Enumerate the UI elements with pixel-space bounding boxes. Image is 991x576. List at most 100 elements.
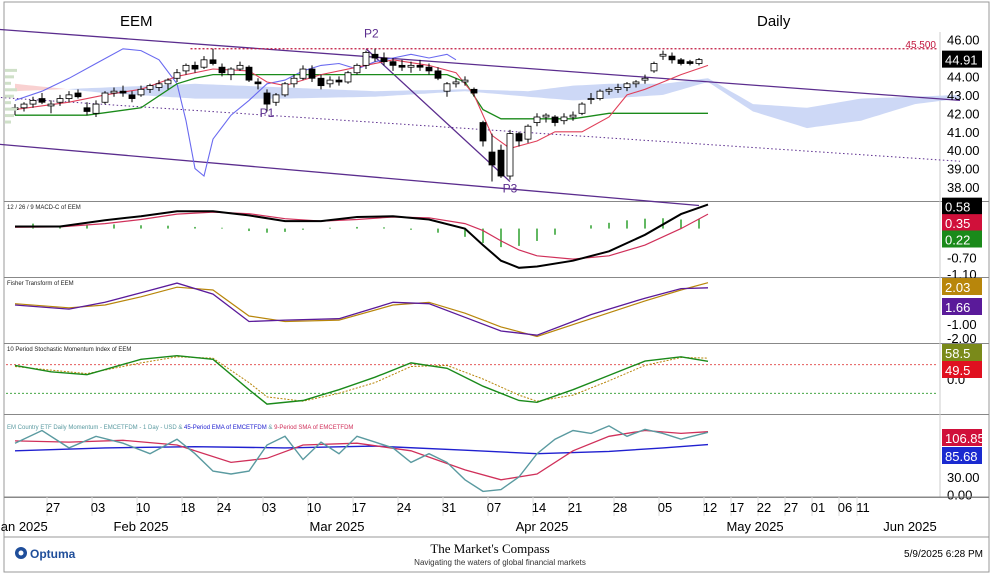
volume-profile-bar: [5, 120, 11, 124]
candle-body: [281, 83, 289, 96]
candle-body: [290, 77, 298, 85]
candle-body: [344, 72, 352, 83]
candle-body: [398, 64, 406, 68]
candle: [335, 76, 343, 86]
value-badge: [942, 447, 982, 464]
pane-title-part: &: [267, 425, 274, 431]
pane-title-part: 9-Period SMA of EMCETFDM: [274, 425, 353, 431]
x-day-label: 21: [568, 500, 582, 515]
volume-profile-bar: [5, 94, 14, 98]
candle: [569, 111, 577, 121]
candle-body: [542, 114, 550, 118]
candle: [533, 113, 541, 127]
candle-body: [461, 79, 469, 83]
candle-body: [650, 63, 658, 72]
candle-body: [29, 100, 37, 105]
x-axis: 27 03 10 18 24 03 10 17 24 31 07 14 21 28 05 12 17 22 27 01…: [0, 496, 989, 534]
candle: [200, 56, 208, 70]
candle-body: [470, 88, 478, 94]
footer: Optuma The Market's Compass Navigating t…: [15, 541, 983, 567]
x-day-label: 07: [487, 500, 501, 515]
candle-body: [434, 70, 442, 79]
value-badge: [942, 214, 982, 232]
pane-title: EM Country ETF Daily Momentum - EMCETFDM…: [7, 425, 353, 431]
timeframe-label: Daily: [757, 13, 791, 30]
candle: [281, 81, 289, 97]
candle-body: [227, 68, 235, 75]
fisher-trigger-line: [14, 282, 709, 338]
candle: [641, 74, 649, 84]
y-tick-label: 46.00: [947, 33, 980, 48]
candle-body: [641, 77, 649, 81]
y-tick-label: 43.00: [947, 88, 980, 103]
candle: [452, 78, 460, 88]
footer-title: The Market's Compass: [430, 541, 549, 556]
y-tick-label: 39.00: [947, 162, 980, 177]
x-day-label: 10: [136, 500, 150, 515]
candle: [65, 91, 73, 103]
y-tick-label: -2.00: [947, 331, 977, 346]
x-day-label: 11: [856, 500, 870, 515]
candle-body: [155, 83, 163, 88]
candle: [389, 57, 397, 71]
candle-body: [488, 151, 496, 166]
y-tick-label: 40.00: [947, 143, 980, 158]
candle: [38, 93, 46, 105]
x-day-label: 24: [217, 500, 231, 515]
x-day-label: 31: [442, 500, 456, 515]
x-day-label: 17: [730, 500, 744, 515]
candle: [164, 78, 172, 90]
chikou-line: [14, 48, 457, 177]
candle: [227, 67, 235, 81]
candle-body: [596, 90, 604, 99]
mid-trendline: [0, 96, 961, 162]
candle-body: [110, 90, 118, 94]
volume-profile-bar: [5, 68, 17, 72]
candle-body: [56, 98, 64, 103]
candle: [515, 131, 523, 147]
candle-body: [497, 149, 505, 177]
candle: [344, 70, 352, 84]
candle-body: [137, 88, 145, 96]
candle: [380, 52, 388, 66]
pane-title: 10 Period Stochastic Momentum Index of E…: [7, 347, 131, 353]
candle: [614, 83, 622, 94]
value-badge: [942, 50, 982, 68]
candle: [542, 113, 550, 123]
candle: [650, 61, 658, 73]
candle-body: [326, 79, 334, 85]
value-badge: [942, 197, 982, 215]
x-day-label: 24: [397, 500, 411, 515]
candle: [317, 74, 325, 90]
volume-profile-bar: [5, 107, 17, 111]
candle-body: [407, 64, 415, 68]
value-badge-label: 2.03: [945, 280, 970, 295]
candle-body: [200, 59, 208, 68]
y-tick-label: 30.00: [947, 470, 980, 485]
ticker-label: EEM: [120, 13, 153, 30]
candle-body: [659, 53, 667, 57]
candle: [110, 87, 118, 97]
candle: [56, 94, 64, 106]
x-day-label: 14: [532, 500, 546, 515]
candle: [560, 113, 568, 125]
value-badge-label: 44.91: [945, 53, 978, 68]
x-day-label: 17: [352, 500, 366, 515]
x-day-label: 18: [181, 500, 195, 515]
candle: [191, 61, 199, 73]
candle: [353, 63, 361, 75]
lower-trendline: [0, 143, 700, 207]
value-badge-label: 0.35: [945, 216, 970, 231]
candle: [596, 89, 604, 101]
candle: [398, 59, 406, 71]
candle: [29, 96, 37, 108]
candle-body: [371, 53, 379, 59]
value-badge: [942, 429, 982, 446]
candle-body: [515, 133, 523, 142]
upper-trendline: [0, 28, 961, 102]
candle-body: [353, 64, 361, 74]
candle-body: [479, 122, 487, 142]
x-month-label: May 2025: [726, 519, 783, 534]
candle: [695, 57, 703, 66]
candle-body: [425, 66, 433, 72]
